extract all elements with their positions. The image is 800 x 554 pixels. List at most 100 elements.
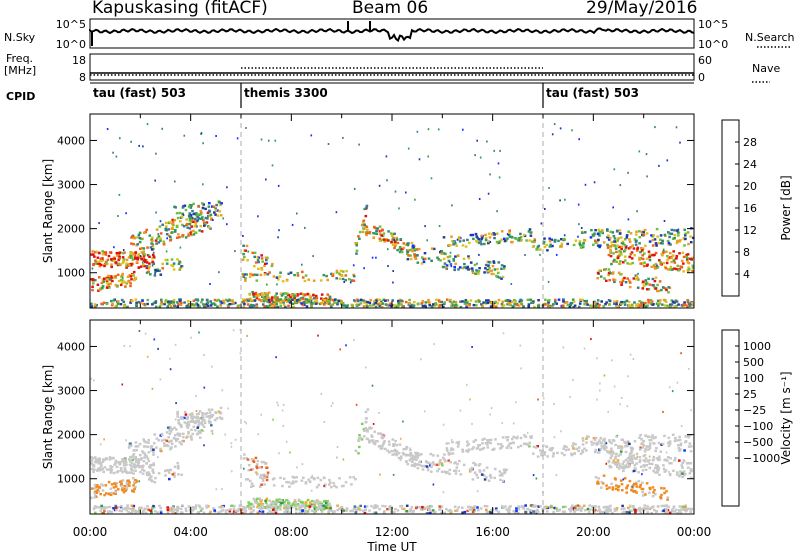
power-echo-mark: [651, 253, 654, 257]
power-echo-mark: [282, 299, 286, 303]
power-echo-mark: [250, 305, 253, 309]
power-echo-mark: [136, 258, 139, 261]
power-echo-mark: [341, 270, 345, 273]
vel-echo-mark: [366, 437, 369, 440]
vel-echo-mark: [652, 491, 655, 494]
power-echo-mark: [618, 262, 622, 265]
vel-echo-mark: [438, 505, 441, 508]
vel-echo-mark: [177, 421, 180, 425]
vel-echo-mark: [609, 456, 613, 460]
power-echo-mark: [105, 286, 109, 289]
vel-echo-mark: [373, 442, 377, 445]
power-echo-mark: [261, 295, 264, 298]
power-echo-mark: [256, 255, 260, 259]
power-echo-mark: [170, 227, 174, 230]
power-sparse-mark: [98, 222, 100, 225]
vel-sparse-mark: [144, 332, 147, 335]
power-echo-mark: [670, 303, 674, 306]
vel-sparse-mark: [448, 442, 450, 445]
vel-echo-mark: [594, 476, 598, 479]
power-echo-mark: [145, 266, 149, 270]
power-echo-mark: [126, 275, 130, 278]
power-panel-bg: [90, 114, 694, 308]
power-echo-mark: [506, 233, 510, 236]
vel-echo-mark: [260, 466, 263, 469]
power-echo-mark: [438, 300, 441, 304]
power-echo-mark: [572, 306, 575, 309]
power-echo-mark: [129, 264, 133, 267]
power-echo-mark: [607, 253, 611, 257]
vel-echo-mark: [132, 490, 136, 493]
vel-echo-mark: [93, 490, 97, 494]
power-sparse-mark: [499, 149, 501, 152]
vel-echo-mark: [177, 507, 180, 510]
vel-echo-mark: [258, 504, 261, 508]
vel-echo-mark: [396, 509, 400, 512]
vel-echo-mark: [447, 459, 450, 462]
vel-echo-mark: [180, 473, 183, 476]
vel-echo-mark: [368, 439, 371, 442]
vel-echo-mark: [224, 509, 227, 512]
vel-echo-mark: [591, 505, 595, 508]
vel-echo-mark: [541, 450, 544, 453]
vel-echo-mark: [622, 469, 625, 473]
power-echo-mark: [245, 273, 248, 276]
vel-echo-mark: [115, 482, 119, 485]
vel-echo-mark: [131, 454, 135, 458]
power-sparse-mark: [196, 219, 199, 222]
power-echo-mark: [348, 278, 351, 281]
vel-echo-mark: [429, 511, 432, 515]
vel-echo-mark: [671, 508, 674, 511]
vel-echo-mark: [114, 459, 118, 462]
power-echo-mark: [185, 218, 188, 221]
vel-echo-mark: [249, 468, 253, 471]
vel-echo-mark: [159, 506, 163, 510]
power-echo-mark: [149, 273, 152, 276]
vel-echo-mark: [626, 457, 630, 460]
power-echo-mark: [478, 267, 481, 270]
power-echo-mark: [644, 301, 647, 305]
power-echo-mark: [623, 250, 626, 253]
vel-echo-mark: [153, 433, 156, 436]
power-echo-mark: [579, 243, 582, 247]
vel-echo-mark: [588, 504, 592, 507]
power-echo-mark: [313, 297, 316, 300]
vel-echo-mark: [540, 454, 543, 457]
vel-echo-mark: [451, 441, 454, 444]
power-echo-mark: [380, 234, 383, 237]
power-echo-mark: [185, 305, 189, 308]
vel-sparse-mark: [138, 480, 140, 483]
vel-echo-mark: [340, 505, 344, 509]
vel-echo-mark: [632, 504, 635, 508]
vel-echo-mark: [555, 507, 558, 510]
power-echo-mark: [249, 303, 253, 307]
vel-echo-mark: [252, 505, 255, 508]
power-echo-mark: [511, 240, 514, 244]
vel-echo-mark: [272, 477, 276, 480]
vel-sparse-mark: [372, 423, 375, 425]
power-echo-mark: [630, 251, 634, 254]
power-echo-mark: [598, 269, 601, 272]
power-sparse-mark: [267, 139, 270, 142]
vel-echo-mark: [96, 488, 100, 491]
vel-echo-mark: [96, 469, 99, 472]
power-echo-mark: [536, 248, 539, 251]
power-echo-mark: [666, 255, 669, 258]
vel-echo-mark: [664, 458, 668, 462]
power-echo-mark: [329, 303, 332, 307]
power-echo-mark: [402, 242, 406, 245]
power-echo-mark: [244, 249, 247, 252]
power-echo-mark: [94, 261, 98, 264]
power-echo-mark: [447, 244, 450, 247]
vel-echo-mark: [644, 493, 647, 496]
vel-echo-mark: [244, 511, 247, 514]
power-echo-mark: [268, 304, 272, 307]
vel-echo-mark: [639, 448, 642, 451]
vel-echo-mark: [602, 474, 606, 477]
vel-sparse-mark: [365, 366, 367, 369]
power-echo-mark: [495, 274, 498, 278]
power-echo-mark: [249, 299, 252, 302]
vel-echo-mark: [274, 504, 277, 508]
power-sparse-mark: [627, 171, 629, 174]
vel-echo-mark: [627, 465, 631, 468]
